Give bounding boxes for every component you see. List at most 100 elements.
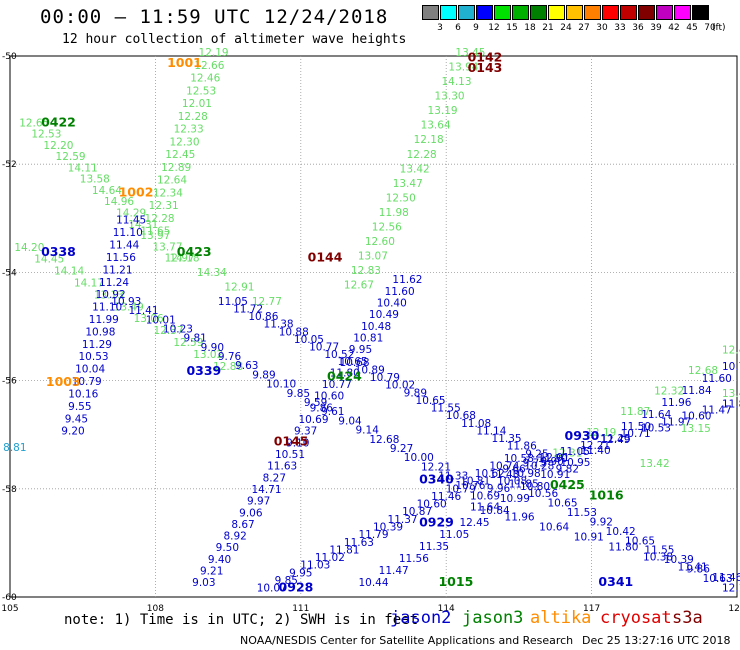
- swh-value: 12.45: [722, 345, 740, 357]
- swh-value: 10.39: [664, 554, 694, 566]
- swh-value: 12.31: [552, 447, 582, 459]
- swh-value: 14.11: [68, 162, 98, 174]
- swh-value: 10.80: [520, 481, 550, 493]
- swh-value: 12.59: [56, 151, 86, 163]
- track-time-label: 0142: [468, 49, 503, 64]
- swh-value: 11.46: [712, 572, 740, 584]
- swh-value: 10.60: [314, 391, 344, 403]
- swh-value: 14.45: [34, 254, 64, 266]
- swh-value: 11.45: [116, 215, 146, 227]
- swh-value: 9.97: [247, 496, 270, 508]
- swh-value: 14.17: [74, 277, 104, 289]
- swh-value: 13.49: [114, 301, 144, 313]
- swh-value: 11.50: [621, 421, 651, 433]
- swh-value: 11.05: [439, 529, 469, 541]
- swh-value: 10.53: [79, 351, 109, 363]
- swh-value: 11.10: [113, 227, 143, 239]
- swh-value: 10.81: [460, 476, 490, 488]
- lon-tick-label: 111: [292, 604, 309, 614]
- lon-tick-label: 120: [728, 604, 740, 614]
- swh-value: 11.40: [581, 445, 611, 457]
- swh-value: 12.56: [372, 221, 402, 233]
- swh-value: 10.81: [353, 332, 383, 344]
- swh-value: 12.53: [186, 85, 216, 97]
- swh-value: 10.65: [547, 497, 577, 509]
- swh-value: 14.20: [14, 242, 44, 254]
- swh-value: 14.64: [92, 185, 122, 197]
- swh-value: 10.00: [404, 452, 434, 464]
- swh-value: 11.96: [505, 511, 535, 523]
- swh-value: 12.65: [19, 117, 49, 129]
- swh-value: 11.55: [644, 545, 674, 557]
- swh-value: 10.58: [504, 453, 534, 465]
- swh-value: 12.59: [173, 337, 203, 349]
- track-time-label: 0145: [274, 434, 309, 449]
- swh-value: 9.82: [556, 464, 579, 476]
- swh-value: 12.45: [459, 517, 489, 529]
- swh-value: 12.01: [540, 452, 570, 464]
- swh-value: 12.18: [414, 134, 444, 146]
- swh-value: 13.13: [94, 289, 124, 301]
- swh-value: 11.41: [128, 305, 158, 317]
- color-swatch: [638, 5, 655, 20]
- swh-value: 9.55: [68, 401, 91, 413]
- swh-value: 8.92: [223, 531, 246, 543]
- track-time-label: 0339: [186, 363, 221, 378]
- track-time-label: 1016: [589, 488, 624, 503]
- swh-value: 9.06: [239, 507, 263, 519]
- swh-value: 14.71: [251, 484, 281, 496]
- swh-value: 11.87: [620, 406, 650, 418]
- swh-value: 10.76: [455, 480, 485, 492]
- swh-value: 12.89: [161, 162, 191, 174]
- swh-value: 12.45: [165, 149, 195, 161]
- track-time-label: 0341: [598, 574, 633, 589]
- swh-value: 11.47: [702, 405, 732, 417]
- swh-value: 10.74: [722, 361, 740, 373]
- swh-value: 9.21: [200, 566, 223, 578]
- swh-value: 11.44: [109, 240, 139, 252]
- swh-value: 11.47: [379, 565, 409, 577]
- swh-value: 13.77: [152, 241, 182, 253]
- swh-value: 12.53: [31, 129, 61, 141]
- swh-value: 13.42: [400, 163, 430, 175]
- swh-value: 12.83: [351, 265, 381, 277]
- swh-value: 11.98: [379, 207, 409, 219]
- swh-value: 10.91: [574, 532, 604, 544]
- swh-value: 9.50: [216, 542, 239, 554]
- lat-tick-label: -58: [2, 485, 17, 495]
- swh-value: 12.28: [407, 149, 437, 161]
- swh-value: 10.69: [298, 414, 328, 426]
- lon-tick-label: 105: [1, 604, 18, 614]
- swh-value: 14.18: [169, 253, 199, 265]
- swh-value: 11.38: [264, 319, 294, 331]
- color-scale-tick: 6: [455, 23, 461, 33]
- swh-value: 11.97: [661, 416, 691, 428]
- swh-value: 11.05: [218, 296, 248, 308]
- swh-value: 14.96: [104, 196, 134, 208]
- swh-value: 11.14: [476, 425, 506, 437]
- swh-value: 10.79: [446, 483, 476, 495]
- swh-value: 12.33: [174, 124, 204, 136]
- swh-value: 11.84: [722, 399, 740, 411]
- swh-value: 11.53: [567, 507, 597, 519]
- track-time-label: 0928: [279, 580, 314, 595]
- lon-tick-label: 117: [583, 604, 600, 614]
- swh-value: 12.50: [386, 192, 416, 204]
- swh-value: 9.03: [192, 577, 215, 589]
- map-subtitle: 12 hour collection of altimeter wave hei…: [62, 32, 407, 47]
- lon-tick-label: 114: [438, 604, 455, 614]
- swh-value: 10.05: [294, 334, 324, 346]
- swh-value: 10.98: [511, 468, 541, 480]
- track-time-label: 0425: [550, 477, 585, 492]
- swh-value: 8.81: [3, 442, 26, 454]
- swh-value: 12.60: [365, 236, 395, 248]
- swh-value: 13.02: [193, 349, 223, 361]
- track-time-label: 0144: [308, 250, 343, 265]
- swh-value: 10.40: [377, 298, 407, 310]
- swh-value: 14.14: [54, 266, 84, 278]
- swh-value: 11.80: [538, 453, 568, 465]
- swh-value: 12.01: [182, 98, 212, 110]
- swh-value: 9.96: [487, 483, 511, 495]
- swh-value: 9.45: [65, 413, 88, 425]
- track-time-label: 0143: [468, 60, 503, 75]
